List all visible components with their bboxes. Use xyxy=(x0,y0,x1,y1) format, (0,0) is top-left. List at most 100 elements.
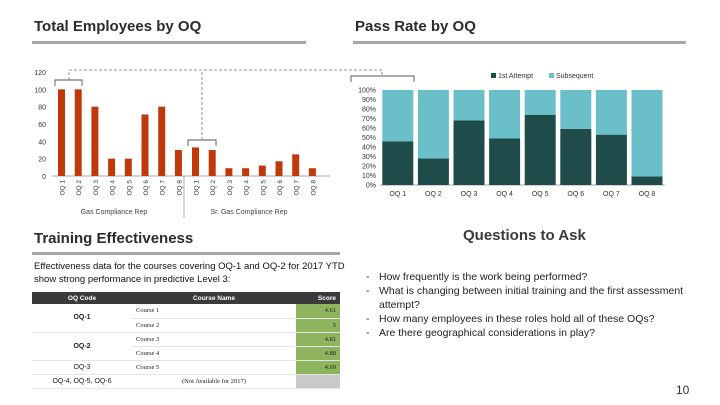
x-tick-label: OQ 6 xyxy=(567,191,584,198)
course-name-cell: Course 2 xyxy=(132,318,296,333)
y-tick-label: 0 xyxy=(42,174,46,181)
y-tick-label: 80% xyxy=(362,107,376,114)
pass-rate-bar-segment xyxy=(489,138,521,185)
y-tick-label: 30% xyxy=(362,154,376,161)
course-name-cell: Course 3 xyxy=(132,332,296,347)
callout-connector xyxy=(68,69,383,80)
page-number: 10 xyxy=(676,383,690,397)
y-tick-label: 20% xyxy=(362,164,376,171)
training-title-rule xyxy=(32,252,340,255)
oq-code-cell: OQ-4, OQ-5, OQ-6 xyxy=(32,374,132,389)
effectiveness-table: OQ Code Course Name Score OQ-1 Course 1 … xyxy=(32,292,340,389)
table-row: OQ-4, OQ-5, OQ-6 (Not Available for 2017… xyxy=(32,374,340,389)
x-tick-label: OQ 8 xyxy=(310,180,317,196)
x-tick-label: OQ 2 xyxy=(425,191,442,198)
group-label: Gas Compliance Rep xyxy=(81,209,148,216)
pass-rate-bar-segment xyxy=(524,90,556,115)
questions-list: How frequently is the work being perform… xyxy=(366,270,686,340)
questions-title: Questions to Ask xyxy=(463,227,586,244)
score-cell: 5 xyxy=(296,318,340,333)
pass-rate-bar-segment xyxy=(382,141,414,185)
y-tick-label: 100 xyxy=(34,87,46,94)
employee-bar xyxy=(258,165,266,176)
y-tick-label: 40 xyxy=(38,139,46,146)
pass-rate-bar-segment xyxy=(595,134,627,185)
table-header-row: OQ Code Course Name Score xyxy=(32,292,340,304)
score-cell: 4.61 xyxy=(296,304,340,319)
employee-bar xyxy=(308,168,316,176)
y-tick-label: 0% xyxy=(366,183,376,190)
x-tick-label: OQ 5 xyxy=(532,191,549,198)
callout-bracket xyxy=(187,139,217,146)
employees-title-rule xyxy=(32,41,306,44)
x-tick-label: OQ 8 xyxy=(639,191,656,198)
table-row: Course 4 4.88 xyxy=(32,346,340,361)
course-name-cell: Course 4 xyxy=(132,346,296,361)
employees-chart-title: Total Employees by OQ xyxy=(34,18,202,35)
legend-swatch xyxy=(549,73,554,78)
y-tick-label: 50% xyxy=(362,135,376,142)
pass-rate-bar-segment xyxy=(631,176,663,185)
employee-bar xyxy=(158,106,166,176)
x-tick-label: OQ 7 xyxy=(160,180,167,196)
x-tick-label: OQ 2 xyxy=(76,180,83,196)
pass-rate-bar-segment xyxy=(560,128,592,185)
x-tick-label: OQ 1 xyxy=(194,180,201,196)
table-row: OQ-1 Course 1 4.61 xyxy=(32,304,340,333)
x-tick-label: OQ 6 xyxy=(277,180,284,196)
x-tick-label: OQ 7 xyxy=(294,180,301,196)
callout-bracket xyxy=(350,75,415,82)
callout-bracket xyxy=(54,79,83,86)
oq-code-cell: OQ-3 xyxy=(32,360,132,375)
y-tick-label: 100% xyxy=(358,88,376,95)
question-item: Are there geographical considerations in… xyxy=(366,326,686,340)
pass-rate-bar-segment xyxy=(417,90,449,159)
x-tick-label: OQ 5 xyxy=(126,180,133,196)
course-name-cell: Course 1 xyxy=(132,304,296,319)
x-tick-label: OQ 4 xyxy=(244,180,251,196)
y-tick-label: 10% xyxy=(362,173,376,180)
header-oq-code: OQ Code xyxy=(32,292,132,304)
employee-bar xyxy=(208,150,216,176)
employee-bar xyxy=(124,158,132,176)
x-tick-label: OQ 3 xyxy=(461,191,478,198)
group-label: Sr. Gas Compliance Rep xyxy=(210,209,287,216)
score-cell: 4.88 xyxy=(296,346,340,361)
employee-bar xyxy=(242,168,250,176)
y-tick-label: 20 xyxy=(38,157,46,164)
x-tick-label: OQ 4 xyxy=(496,191,513,198)
legend-label: 1st Attempt xyxy=(498,73,533,80)
score-cell: 4.69 xyxy=(296,360,340,375)
table-row: OQ-2 Course 3 4.81 xyxy=(32,332,340,361)
question-item: How frequently is the work being perform… xyxy=(366,270,686,284)
pass-rate-bar-segment xyxy=(489,90,521,139)
legend-swatch xyxy=(491,73,496,78)
pass-rate-title-rule xyxy=(353,41,686,44)
score-cell: 4.81 xyxy=(296,332,340,347)
x-tick-label: OQ 4 xyxy=(110,180,117,196)
pass-rate-bar-segment xyxy=(453,90,485,121)
employee-bar xyxy=(74,89,82,176)
effectiveness-intro-text: Effectiveness data for the courses cover… xyxy=(34,261,345,285)
x-tick-label: OQ 6 xyxy=(143,180,150,196)
x-tick-label: OQ 7 xyxy=(603,191,620,198)
employee-bar xyxy=(292,154,300,176)
y-tick-label: 90% xyxy=(362,97,376,104)
pass-rate-bar-segment xyxy=(453,120,485,185)
pass-rate-bar-segment xyxy=(382,90,414,142)
oq-code-cell: OQ-1 xyxy=(32,304,132,333)
x-tick-label: OQ 3 xyxy=(227,180,234,196)
x-tick-label: OQ 3 xyxy=(93,180,100,196)
pass-rate-bar-segment xyxy=(417,158,449,185)
employee-bar xyxy=(58,89,65,176)
course-name-cell: Course 5 xyxy=(132,360,296,375)
pass-rate-bar-segment xyxy=(524,114,556,185)
y-tick-label: 40% xyxy=(362,145,376,152)
header-score: Score xyxy=(296,292,340,304)
pass-rate-bar-segment xyxy=(631,90,663,177)
employee-bar xyxy=(275,161,283,176)
x-tick-label: OQ 1 xyxy=(389,191,406,198)
x-tick-label: OQ 8 xyxy=(176,180,183,196)
employee-bar xyxy=(91,106,99,176)
